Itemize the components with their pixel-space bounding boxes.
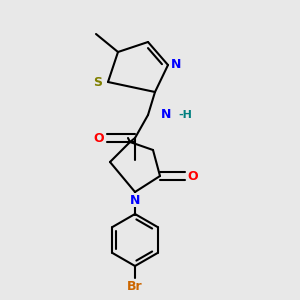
Text: O: O bbox=[94, 131, 104, 145]
Text: Br: Br bbox=[127, 280, 143, 292]
Text: N: N bbox=[161, 109, 171, 122]
Text: S: S bbox=[94, 76, 103, 88]
Text: N: N bbox=[171, 58, 181, 71]
Text: -H: -H bbox=[178, 110, 192, 120]
Text: O: O bbox=[188, 169, 198, 182]
Text: N: N bbox=[130, 194, 140, 206]
